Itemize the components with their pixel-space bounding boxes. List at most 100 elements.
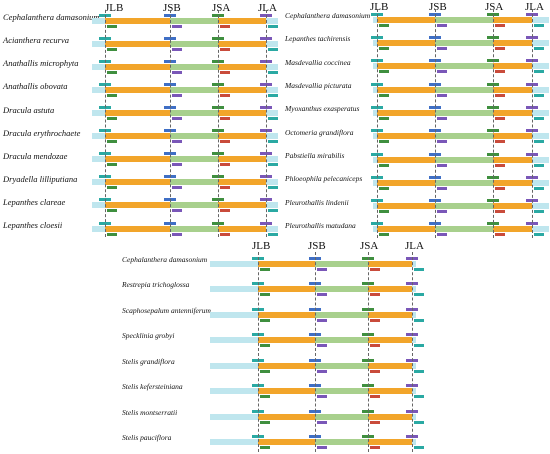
irb-segment <box>368 388 412 394</box>
junction-line <box>218 10 219 237</box>
lsc-segment <box>105 110 170 116</box>
ssc-segment <box>435 110 493 116</box>
ssc-segment <box>435 40 493 46</box>
gene-box <box>495 24 505 27</box>
species-row: Pleurothallis lindenii <box>285 193 550 216</box>
irb-segment <box>218 133 266 139</box>
genome-track <box>373 226 549 232</box>
gene-box <box>260 370 270 373</box>
ssc-segment <box>435 17 493 23</box>
gene-box <box>172 25 182 28</box>
species-name: Anathallis obovata <box>3 81 67 91</box>
gene-box <box>370 395 380 398</box>
ssc-segment <box>315 337 368 343</box>
species-name: Acianthera recurva <box>3 35 69 45</box>
gene-box <box>107 48 117 51</box>
irb-segment <box>368 261 412 267</box>
ira-segment <box>92 226 105 232</box>
gene-box <box>534 187 544 190</box>
species-name: Dryadella lilliputiana <box>3 174 77 184</box>
species-name: Dracula mendozae <box>3 151 67 161</box>
gene-box <box>534 210 544 213</box>
gene-box <box>260 293 270 296</box>
gene-box <box>220 233 230 236</box>
lsc-segment <box>377 203 435 209</box>
genome-track <box>373 63 549 69</box>
gene-box <box>370 344 380 347</box>
gene-box <box>317 319 327 322</box>
species-name: Stelis pauciflora <box>122 433 171 442</box>
junction-line <box>412 252 413 452</box>
gene-box <box>437 187 447 190</box>
ira-segment <box>210 414 258 420</box>
ssc-segment <box>170 41 218 47</box>
gene-box <box>260 344 270 347</box>
irb-segment <box>218 110 266 116</box>
gene-box <box>172 48 182 51</box>
gene-box <box>220 71 230 74</box>
ssc-segment <box>170 87 218 93</box>
gene-box <box>379 24 389 27</box>
genome-track <box>92 18 278 24</box>
ira-segment <box>92 179 105 185</box>
ira-segment <box>210 363 258 369</box>
species-name: Cephalanthera damasonium <box>285 11 370 20</box>
gene-box <box>437 140 447 143</box>
genome-track <box>373 180 549 186</box>
gene-box <box>317 446 327 449</box>
gene-box <box>495 233 505 236</box>
lsc-segment <box>377 226 435 232</box>
gene-box <box>414 344 424 347</box>
gene-box <box>220 209 230 212</box>
gene-box <box>172 94 182 97</box>
genome-track <box>373 87 549 93</box>
lsc-segment <box>105 156 170 162</box>
irb-segment <box>368 337 412 343</box>
species-name: Phloeophila pelecaniceps <box>285 174 362 183</box>
irb-segment <box>493 110 532 116</box>
species-row: Stelis montserratii <box>110 403 430 429</box>
gene-box <box>495 47 505 50</box>
genome-track <box>373 17 549 23</box>
genome-track <box>210 312 416 318</box>
gene-box <box>268 71 278 74</box>
ssc-segment <box>435 226 493 232</box>
irb-end-segment <box>532 17 549 23</box>
junction-line <box>105 10 106 237</box>
ira-segment <box>92 41 105 47</box>
irb-segment <box>493 180 532 186</box>
genome-track <box>373 110 549 116</box>
irb-segment <box>218 156 266 162</box>
gene-box <box>437 233 447 236</box>
species-name: Scaphosepalum antenniferum <box>122 306 211 315</box>
species-name: Cephalanthera damasonium <box>3 12 100 22</box>
junction-line <box>315 252 316 452</box>
irb-segment <box>368 286 412 292</box>
species-name: Lepanthes cloesii <box>3 220 62 230</box>
gene-box <box>414 293 424 296</box>
lsc-segment <box>377 63 435 69</box>
gene-box <box>414 421 424 424</box>
junction-line <box>493 9 494 238</box>
species-name: Cephalanthera damasonium <box>122 255 207 264</box>
species-name: Stelis kefersteiniana <box>122 382 183 391</box>
ira-segment <box>210 439 258 445</box>
gene-box <box>414 370 424 373</box>
gene-box <box>437 117 447 120</box>
genome-track <box>92 226 278 232</box>
species-row: Masdevallia picturata <box>285 77 550 100</box>
gene-box <box>268 186 278 189</box>
gene-box <box>220 25 230 28</box>
species-name: Masdevallia coccinea <box>285 58 351 67</box>
gene-box <box>172 209 182 212</box>
gene-box <box>379 47 389 50</box>
gene-box <box>379 187 389 190</box>
gene-box <box>379 94 389 97</box>
gene-box <box>260 395 270 398</box>
species-row: Lepanthes tachirensis <box>285 30 550 53</box>
lsc-segment <box>105 202 170 208</box>
gene-box <box>220 186 230 189</box>
gene-box <box>379 140 389 143</box>
species-row: Specklinia grobyi <box>110 327 430 353</box>
irb-end-segment <box>532 157 549 163</box>
